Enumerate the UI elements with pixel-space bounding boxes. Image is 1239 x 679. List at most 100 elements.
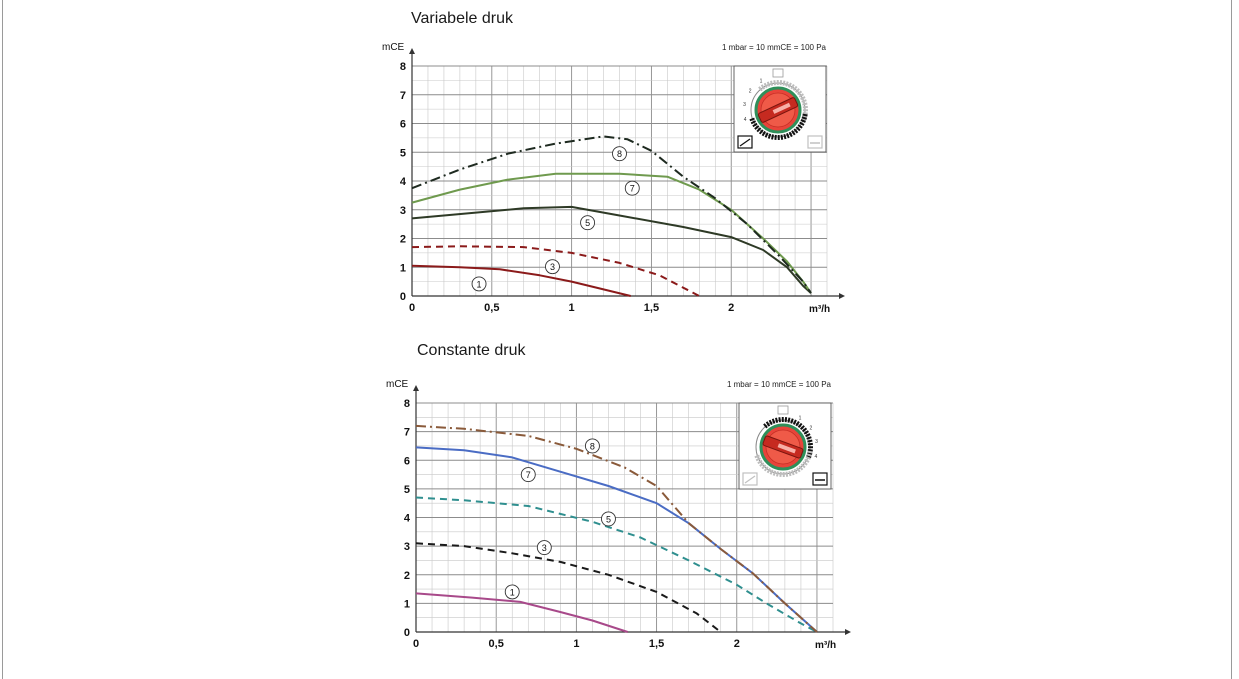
chart-title-constant: Constante druk	[417, 342, 526, 359]
dial-scale-tick	[754, 125, 760, 130]
series-label-8: 8	[617, 149, 622, 159]
variable-mode-icon-slope	[744, 475, 756, 484]
y-tick-label: 0	[400, 291, 406, 303]
dial-scale-tick	[772, 470, 777, 476]
dial-scale-tick	[749, 117, 755, 122]
dial-scale-tick	[788, 470, 792, 477]
series-label-3: 3	[550, 262, 555, 272]
dial-pointer-highlight	[772, 102, 791, 114]
dial-scale-tick	[807, 439, 813, 443]
series-marker-1	[504, 584, 520, 600]
dial-inset: 1 2 3 4	[733, 65, 827, 153]
dial-scale-tick	[756, 127, 762, 133]
dial-scale-tick	[794, 88, 800, 94]
dial-scale-tick	[771, 418, 776, 424]
dial-scale-tick	[787, 82, 792, 88]
dial-scale-tick	[766, 81, 771, 87]
dial-scale-tick	[757, 459, 763, 465]
dial-scale-tick	[758, 86, 763, 92]
dial-top-glyph	[772, 68, 784, 78]
dial-scale-tick	[795, 421, 800, 427]
x-axis-label: m³/h	[809, 304, 830, 315]
y-tick-label: 5	[400, 147, 406, 159]
series-marker-7	[520, 467, 536, 483]
dial-pointer-highlight	[777, 443, 796, 454]
x-tick-label: 1,5	[644, 302, 659, 314]
dial-scale-tick	[806, 453, 812, 457]
series-line-5	[415, 496, 818, 633]
dial-scale-tick	[784, 417, 788, 423]
dial-scale-tick	[800, 119, 806, 123]
series-line-1	[415, 592, 629, 633]
dial-scale-tick	[778, 417, 781, 423]
dial-scale-tick	[802, 114, 808, 118]
dial-scale-tick	[797, 422, 803, 429]
y-tick-label: 2	[400, 234, 406, 246]
y-tick-label: 8	[400, 61, 406, 73]
y-axis-label: mCE	[386, 379, 409, 390]
dial-scale-tick	[764, 132, 769, 138]
dial-scale-tick	[759, 462, 765, 467]
dial-scale-mark: 3	[815, 439, 818, 445]
dial-scale-tick	[760, 84, 766, 90]
dial-scale-tick	[773, 80, 776, 86]
y-tick-label: 4	[400, 176, 407, 188]
series-label-7: 7	[526, 470, 531, 480]
dial-scale-tick	[802, 102, 808, 106]
y-axis-label: mCE	[382, 42, 405, 53]
dial-scale-tick	[806, 454, 812, 459]
dial-scale-tick	[765, 421, 771, 427]
dial-scale-tick	[766, 467, 771, 474]
series-marker-5	[580, 215, 596, 231]
dial-scale-tick	[790, 418, 794, 424]
y-tick-label: 7	[400, 90, 406, 102]
x-tick-label: 0,5	[484, 302, 499, 314]
dial-scale-tick	[758, 129, 764, 135]
series-line-5	[411, 205, 812, 294]
dial-scale-tick	[769, 469, 774, 475]
dial-scale-mark: 1	[760, 79, 763, 85]
dial-scale-tick	[761, 130, 766, 137]
series-label-5: 5	[606, 514, 611, 524]
y-tick-label: 8	[404, 398, 410, 410]
dial-scale-tick	[755, 457, 762, 462]
dial-scale-tick	[802, 112, 808, 115]
dial-scale-tick	[782, 80, 786, 86]
dial-scale-tick	[780, 134, 784, 140]
constant-mode-icon	[812, 472, 828, 486]
dial-scale-tick	[767, 133, 772, 139]
y-tick-label: 2	[404, 570, 410, 582]
dial-scale-tick	[790, 84, 795, 90]
series-marker-8	[584, 438, 600, 454]
y-tick-label: 3	[404, 541, 410, 553]
series-line-7	[415, 446, 818, 633]
series-line-3	[411, 245, 700, 297]
x-axis-arrow	[839, 293, 845, 299]
dial-top-glyph	[777, 405, 789, 415]
dial-inset: 1 2 3 4	[738, 402, 832, 490]
dial-scale-tick	[806, 436, 812, 440]
chart-title-variable: Variabele druk	[411, 10, 513, 27]
dial-scale-tick	[763, 466, 769, 472]
x-tick-label: 2	[728, 302, 734, 314]
y-tick-label: 1	[400, 262, 406, 274]
dial-scale-mark: 2	[749, 88, 752, 94]
dial-scale-tick	[796, 90, 803, 96]
y-tick-label: 6	[404, 455, 410, 467]
constant-mode-icon	[807, 135, 823, 149]
dial-scale-tick	[798, 93, 804, 98]
dial-scale-tick	[785, 81, 789, 87]
y-tick-label: 7	[404, 427, 410, 439]
series-marker-1	[471, 276, 487, 292]
variable-mode-icon-slope	[739, 138, 751, 147]
dial-scale-tick	[785, 471, 789, 477]
dial-scale-tick	[801, 99, 807, 103]
x-tick-label: 2	[734, 638, 740, 650]
dial-scale-tick	[799, 425, 805, 431]
dial-scale-tick	[802, 461, 808, 466]
dial-scale-mark: 4	[814, 454, 817, 460]
dial-scale-tick	[807, 450, 813, 454]
dial-scale-tick	[803, 430, 809, 435]
series-line-8	[415, 424, 818, 633]
